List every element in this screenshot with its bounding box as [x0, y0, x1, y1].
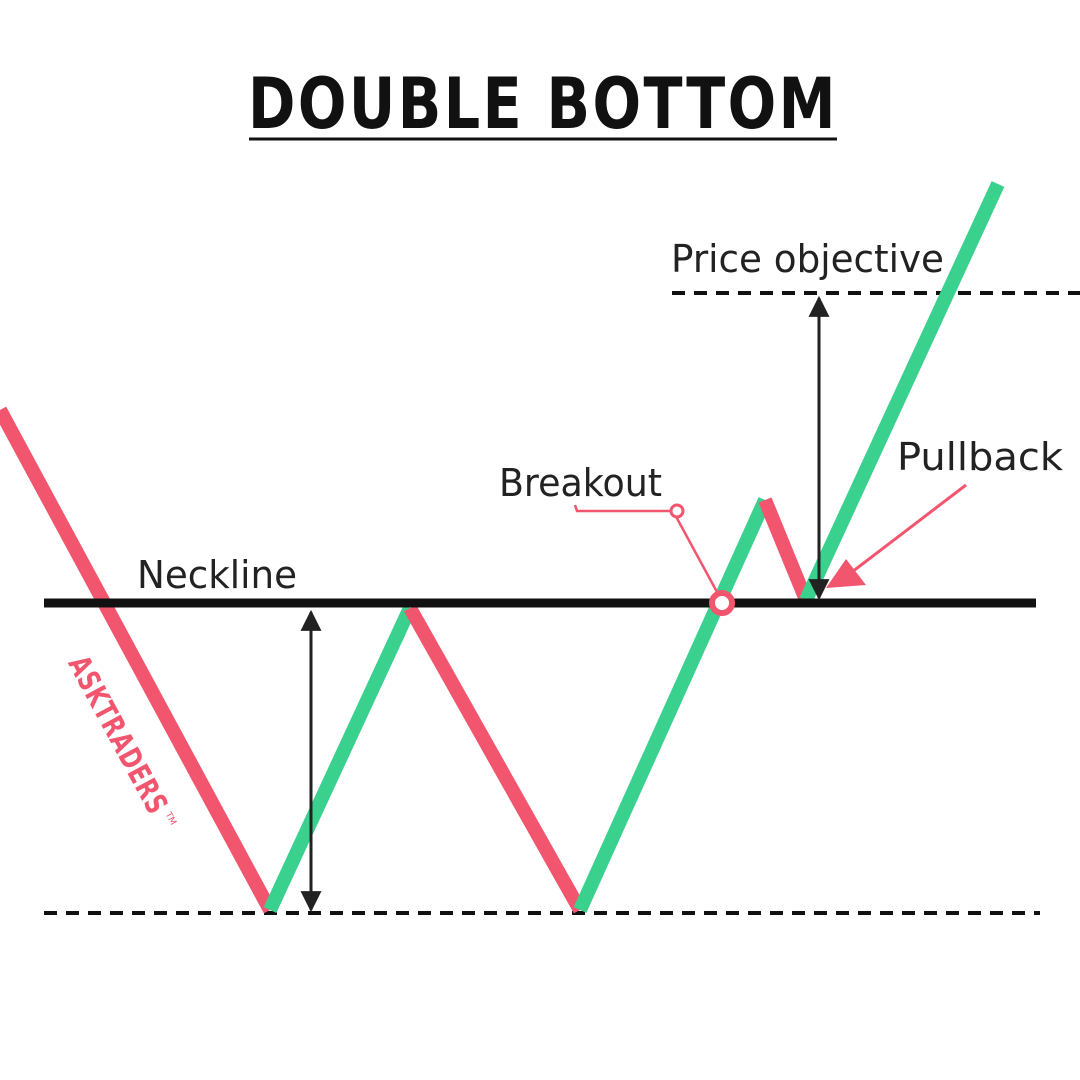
second-decline-segment: [403, 604, 587, 914]
breakout-pointer: [573, 504, 719, 593]
pullback-segment: [758, 497, 813, 603]
decline-segment: [0, 406, 277, 914]
pullback-arrowhead: [826, 559, 866, 588]
price-objective-label: Price objective: [671, 237, 944, 281]
first-rally-segment: [263, 605, 417, 913]
logo-text: ASKTRADERS: [61, 650, 175, 821]
breakout-point-marker: [709, 590, 735, 616]
logo-backdrop: [58, 641, 183, 830]
asktraders-logo: ASKTRADERS TM: [61, 650, 178, 827]
breakout-rally-segment: [573, 497, 772, 913]
pullback-pointer: [847, 483, 967, 577]
neckline-label: Neckline: [137, 553, 297, 597]
breakout-pointer-end: [669, 503, 685, 519]
final-rally-segment: [799, 181, 1005, 603]
price-path: [0, 181, 1005, 914]
breakout-label: Breakout: [499, 461, 662, 505]
page-title: DOUBLE BOTTOM: [248, 63, 838, 145]
pullback-label: Pullback: [897, 435, 1063, 479]
